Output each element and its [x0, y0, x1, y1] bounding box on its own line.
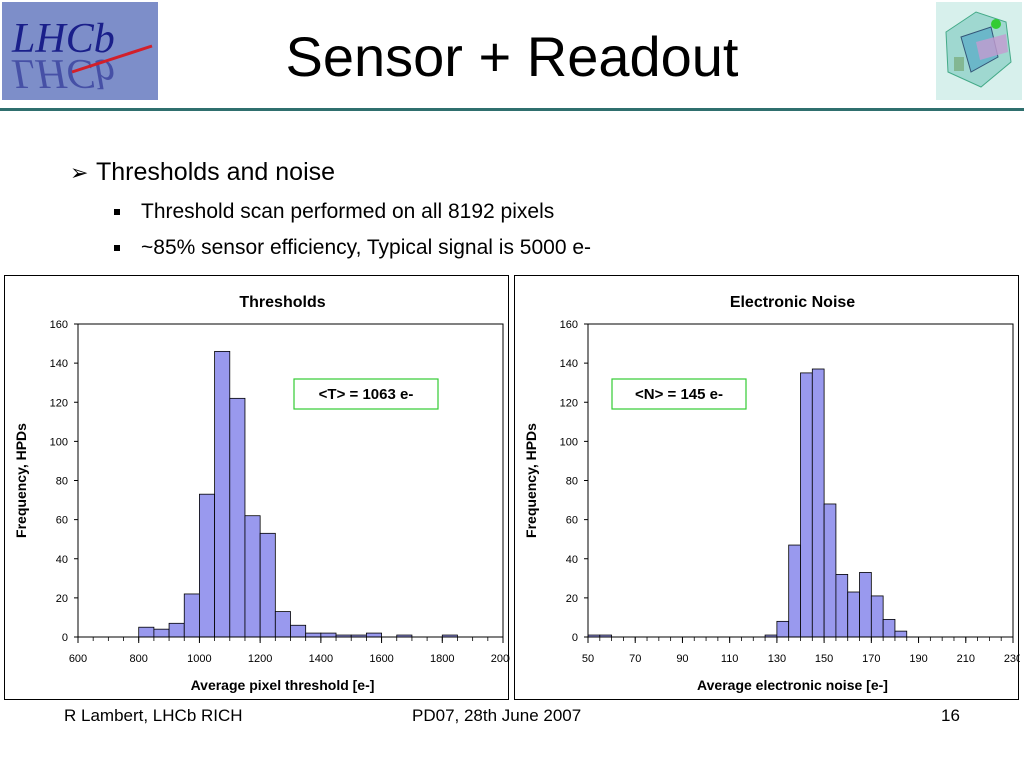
x-tick-label: 230 — [1004, 653, 1020, 665]
histogram-bar — [229, 397, 246, 638]
histogram-bar — [835, 573, 849, 638]
histogram-bar — [183, 593, 200, 638]
bullet-sub-text: Threshold scan performed on all 8192 pix… — [141, 200, 555, 223]
histogram-bar — [259, 532, 276, 638]
x-tick-label: 1000 — [187, 653, 211, 665]
y-tick-label: 140 — [560, 358, 578, 370]
slide-title: Sensor + Readout — [285, 25, 739, 88]
histogram-bar — [138, 626, 155, 638]
x-tick-label: 50 — [582, 653, 594, 665]
histogram-bar — [320, 632, 337, 638]
y-tick-label: 80 — [566, 476, 578, 488]
x-tick-label: 210 — [957, 653, 975, 665]
lhcb-logo: LHCb LHCb — [2, 2, 158, 100]
annotation-text: <N> = 145 e- — [635, 386, 723, 403]
y-tick-label: 100 — [560, 436, 578, 448]
y-tick-label: 120 — [50, 397, 68, 409]
x-axis-label: Average electronic noise [e-] — [697, 677, 888, 693]
footer-date: PD07, 28th June 2007 — [412, 706, 582, 725]
y-tick-label: 160 — [50, 319, 68, 331]
noise-chart-panel: Electronic Noise 0 20 40 60 80 100 120 140 160 50 7… — [514, 275, 1020, 700]
histogram-bar — [290, 624, 307, 638]
chart-title: Thresholds — [239, 294, 325, 311]
histogram-bar — [882, 618, 896, 638]
x-tick-label: 110 — [721, 653, 739, 665]
y-tick-label: 80 — [56, 476, 68, 488]
noise-chart: Electronic Noise 0 20 40 60 80 100 120 140 160 50 7… — [523, 294, 1020, 693]
x-tick-label: 170 — [862, 653, 880, 665]
histogram-bar — [168, 622, 185, 638]
bullet-sub-text: ~85% sensor efficiency, Typical signal i… — [141, 236, 592, 259]
histogram-bar — [788, 544, 801, 638]
x-tick-label: 1200 — [248, 653, 272, 665]
y-tick-label: 20 — [566, 593, 578, 605]
x-tick-label: 600 — [69, 653, 87, 665]
x-tick-label: 90 — [676, 653, 688, 665]
thresholds-chart-panel: Thresholds 0 20 40 60 80 100 120 140 160 600 800 100… — [4, 275, 510, 700]
y-tick-label: 20 — [56, 593, 68, 605]
square-bullet-icon — [114, 245, 120, 251]
histogram-bar — [365, 632, 382, 638]
histogram-bar — [800, 372, 813, 638]
x-tick-label: 190 — [909, 653, 927, 665]
x-tick-label: 70 — [629, 653, 641, 665]
square-bullet-icon — [114, 209, 120, 215]
x-tick-label: 150 — [815, 653, 833, 665]
histogram-bar — [305, 632, 322, 638]
histogram-bar — [894, 630, 908, 638]
histogram-bar — [776, 620, 790, 638]
y-tick-label: 60 — [56, 515, 68, 527]
histogram-bar — [153, 628, 170, 638]
chart-title: Electronic Noise — [730, 294, 855, 311]
x-tick-label: 1600 — [369, 653, 393, 665]
x-tick-label: 2000 — [491, 653, 510, 665]
annotation-text: <T> = 1063 e- — [319, 386, 414, 403]
y-tick-label: 60 — [566, 515, 578, 527]
x-tick-label: 1400 — [309, 653, 333, 665]
annotation-box — [611, 378, 747, 410]
histogram-bar — [244, 515, 261, 638]
annotation-box — [293, 378, 439, 410]
y-tick-label: 100 — [50, 436, 68, 448]
y-tick-label: 0 — [62, 632, 68, 644]
histogram-bar — [214, 350, 231, 638]
histogram-bar — [811, 368, 825, 638]
x-tick-label: 800 — [130, 653, 148, 665]
histogram-bar — [847, 591, 860, 638]
plot-frame — [77, 323, 504, 638]
x-tick-label: 130 — [768, 653, 786, 665]
histogram-bar — [199, 493, 216, 638]
svg-text:LHCb: LHCb — [11, 50, 115, 96]
bullet-main-text: Thresholds and noise — [96, 158, 336, 186]
header-rule — [0, 108, 1024, 111]
y-tick-label: 120 — [560, 397, 578, 409]
bullet-sub-1: Threshold scan performed on all 8192 pix… — [114, 200, 554, 224]
svg-text:LHCb: LHCb — [11, 16, 115, 62]
y-axis-label: Frequency, HPDs — [523, 423, 539, 538]
detector-logo-icon — [936, 2, 1022, 100]
bullet-sub-2: ~85% sensor efficiency, Typical signal i… — [114, 236, 591, 260]
x-axis-label: Average pixel threshold [e-] — [191, 677, 375, 693]
histogram-bar — [859, 572, 872, 638]
histogram-bar — [823, 503, 837, 638]
bullet-main: ➢ Thresholds and noise — [70, 158, 335, 187]
y-tick-label: 40 — [566, 554, 578, 566]
arrow-bullet-icon: ➢ — [70, 159, 89, 185]
histogram-bar — [870, 595, 884, 638]
x-tick-label: 1800 — [430, 653, 454, 665]
footer-author: R Lambert, LHCb RICH — [64, 706, 243, 725]
y-tick-label: 140 — [50, 358, 68, 370]
thresholds-chart: Thresholds 0 20 40 60 80 100 120 140 160 600 800 100… — [13, 294, 510, 693]
y-tick-label: 40 — [56, 554, 68, 566]
histogram-bar — [274, 611, 291, 638]
page-number: 16 — [941, 706, 960, 725]
y-tick-label: 0 — [572, 632, 578, 644]
y-axis-label: Frequency, HPDs — [13, 423, 29, 538]
y-tick-label: 160 — [560, 319, 578, 331]
